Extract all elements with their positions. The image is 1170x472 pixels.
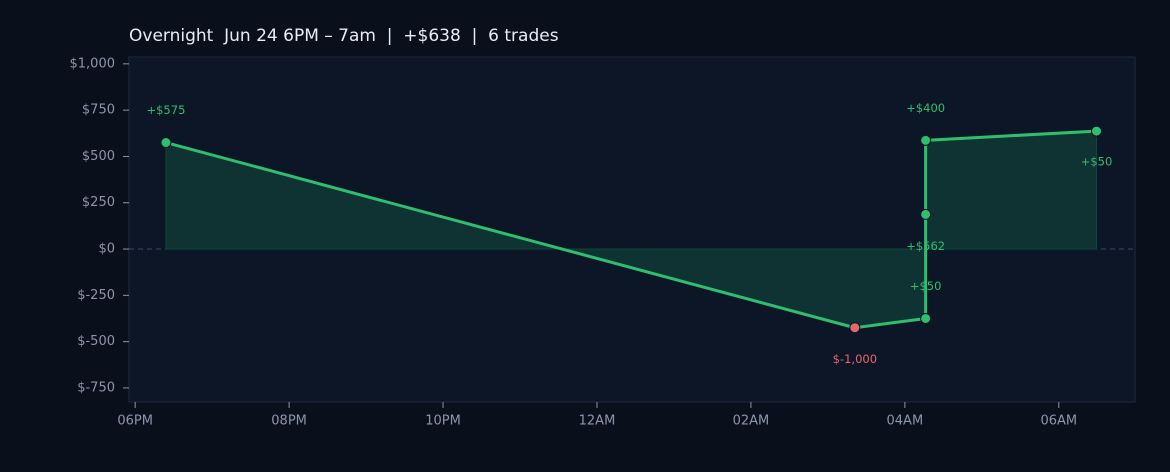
- point: [160, 137, 172, 149]
- x-tick-label: 10PM: [425, 414, 461, 429]
- y-tick-label: $-250: [77, 288, 115, 303]
- x-tick-label: 04AM: [887, 414, 924, 429]
- annotation: $-1,000: [833, 352, 877, 366]
- x-tick-label: 02AM: [733, 414, 770, 429]
- point: [920, 134, 932, 146]
- y-tick-label: $750: [82, 103, 115, 118]
- y-tick-label: $-750: [77, 380, 115, 395]
- point: [920, 208, 932, 220]
- point: [1091, 125, 1103, 137]
- y-tick-label: $1,000: [70, 56, 116, 71]
- y-tick-label: $-500: [77, 334, 115, 349]
- x-tick-label: 12AM: [579, 414, 616, 429]
- annotation: +$50: [910, 279, 942, 293]
- x-tick-label: 06PM: [117, 414, 153, 429]
- chart-title: Overnight Jun 24 6PM – 7am | +$638 | 6 t…: [129, 26, 559, 46]
- annotation: +$400: [906, 101, 945, 115]
- x-tick-label: 06AM: [1040, 414, 1077, 429]
- y-tick-label: $500: [82, 149, 115, 164]
- y-tick-label: $250: [82, 195, 115, 210]
- annotation: +$562: [906, 239, 945, 253]
- x-tick-label: 08PM: [271, 414, 307, 429]
- line: [165, 129, 1097, 330]
- y-tick-label: $0: [98, 242, 115, 257]
- annotation: +$50: [1081, 155, 1113, 169]
- point: [920, 312, 932, 324]
- point: [849, 322, 861, 334]
- annotation: +$575: [146, 103, 185, 117]
